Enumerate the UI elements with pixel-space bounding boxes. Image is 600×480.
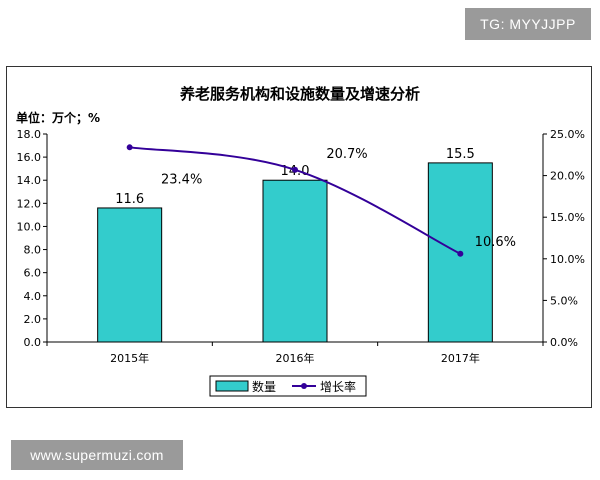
- bar-series: 11.614.015.5: [97, 147, 493, 343]
- y-left-tick-label: 8.0: [24, 244, 42, 257]
- y-left-tick-label: 0.0: [24, 336, 42, 349]
- y-left-tick-label: 12.0: [17, 197, 42, 210]
- y-right-tick-label: 5.0%: [550, 294, 578, 307]
- bar-data-label: 11.6: [115, 192, 144, 207]
- y-left-tick-label: 18.0: [17, 128, 42, 141]
- x-tick-label: 2015年: [110, 351, 149, 365]
- x-tick-label: 2016年: [276, 351, 315, 365]
- legend-label-line: 增长率: [320, 379, 356, 394]
- watermark-url: www.supermuzi.com: [11, 440, 183, 470]
- y-left-tick-label: 14.0: [17, 174, 42, 187]
- chart-title: 养老服务机构和设施数量及增速分析: [179, 85, 420, 103]
- line-point: [457, 250, 464, 257]
- bar: [262, 179, 328, 343]
- y-left-tick-label: 16.0: [17, 151, 42, 164]
- legend-swatch-marker: [301, 383, 307, 389]
- y-left-tick-label: 6.0: [24, 267, 42, 280]
- y-right-tick-label: 15.0%: [550, 211, 585, 224]
- bar-data-label: 15.5: [446, 147, 475, 162]
- y-right-tick-label: 10.0%: [550, 253, 585, 266]
- y-right-tick-label: 20.0%: [550, 170, 585, 183]
- line-series: 23.4% 20.7% 10.6%: [126, 144, 516, 257]
- legend: 数量 增长率: [209, 375, 367, 397]
- legend-box: [209, 375, 367, 397]
- line-data-label: 20.7%: [326, 147, 367, 162]
- legend-swatch-bar: [215, 380, 249, 392]
- bar: [97, 207, 163, 343]
- x-tick-label: 2017年: [441, 351, 480, 365]
- line-point: [126, 144, 133, 151]
- line-point: [292, 166, 298, 173]
- y-left-tick-label: 10.0: [17, 220, 42, 233]
- unit-label: 单位：万个；%: [16, 110, 100, 125]
- y-left-tick-label: 4.0: [24, 290, 42, 303]
- watermark-tag: TG: MYYJJPP: [465, 8, 591, 40]
- y-right-tick-label: 0.0%: [550, 336, 578, 349]
- legend-label-bar: 数量: [252, 379, 276, 394]
- y-left-tick-label: 2.0: [24, 313, 42, 326]
- line-data-label: 10.6%: [475, 235, 516, 250]
- y-right-tick-label: 25.0%: [550, 128, 585, 141]
- line-data-label: 23.4%: [161, 172, 202, 187]
